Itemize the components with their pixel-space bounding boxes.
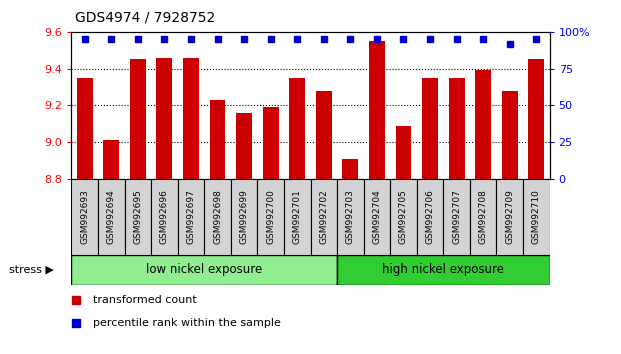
Text: GSM992706: GSM992706: [425, 189, 435, 244]
Bar: [337, 179, 364, 255]
Bar: [130, 59, 146, 179]
Bar: [342, 159, 358, 179]
Bar: [98, 179, 125, 255]
Bar: [236, 113, 252, 179]
Bar: [369, 41, 385, 179]
Bar: [470, 179, 496, 255]
Bar: [316, 91, 332, 179]
Bar: [257, 179, 284, 255]
Bar: [183, 58, 199, 179]
Bar: [231, 179, 257, 255]
Bar: [502, 91, 518, 179]
Text: GSM992704: GSM992704: [373, 189, 381, 244]
Bar: [263, 107, 279, 179]
Bar: [448, 78, 465, 179]
Text: GSM992698: GSM992698: [213, 189, 222, 244]
Bar: [77, 78, 93, 179]
Text: high nickel exposure: high nickel exposure: [383, 263, 504, 276]
Text: low nickel exposure: low nickel exposure: [146, 263, 262, 276]
Text: transformed count: transformed count: [93, 295, 197, 305]
Bar: [390, 179, 417, 255]
Bar: [475, 70, 491, 179]
Text: GSM992695: GSM992695: [134, 189, 142, 244]
Bar: [289, 78, 305, 179]
Text: percentile rank within the sample: percentile rank within the sample: [93, 318, 281, 328]
Text: GSM992700: GSM992700: [266, 189, 275, 244]
Text: GSM992701: GSM992701: [292, 189, 302, 244]
Bar: [103, 140, 119, 179]
Bar: [396, 126, 412, 179]
Text: stress ▶: stress ▶: [9, 265, 54, 275]
Bar: [204, 179, 231, 255]
Bar: [71, 255, 337, 285]
Text: GSM992707: GSM992707: [452, 189, 461, 244]
Text: GDS4974 / 7928752: GDS4974 / 7928752: [75, 11, 215, 25]
Text: GSM992705: GSM992705: [399, 189, 408, 244]
Text: GSM992703: GSM992703: [346, 189, 355, 244]
Text: GSM992710: GSM992710: [532, 189, 541, 244]
Text: GSM992709: GSM992709: [505, 189, 514, 244]
Bar: [156, 58, 173, 179]
Bar: [528, 59, 544, 179]
Bar: [337, 255, 550, 285]
Bar: [422, 78, 438, 179]
Text: GSM992702: GSM992702: [319, 189, 329, 244]
Text: GSM992699: GSM992699: [240, 189, 248, 244]
Text: GSM992708: GSM992708: [479, 189, 487, 244]
Bar: [209, 100, 225, 179]
Bar: [125, 179, 151, 255]
Bar: [417, 179, 443, 255]
Bar: [310, 179, 337, 255]
Bar: [178, 179, 204, 255]
Bar: [443, 179, 470, 255]
Text: GSM992694: GSM992694: [107, 189, 116, 244]
Bar: [364, 179, 390, 255]
Bar: [151, 179, 178, 255]
Bar: [523, 179, 550, 255]
Bar: [71, 179, 98, 255]
Bar: [496, 179, 523, 255]
Text: GSM992693: GSM992693: [80, 189, 89, 244]
Bar: [284, 179, 310, 255]
Text: GSM992697: GSM992697: [186, 189, 196, 244]
Text: GSM992696: GSM992696: [160, 189, 169, 244]
